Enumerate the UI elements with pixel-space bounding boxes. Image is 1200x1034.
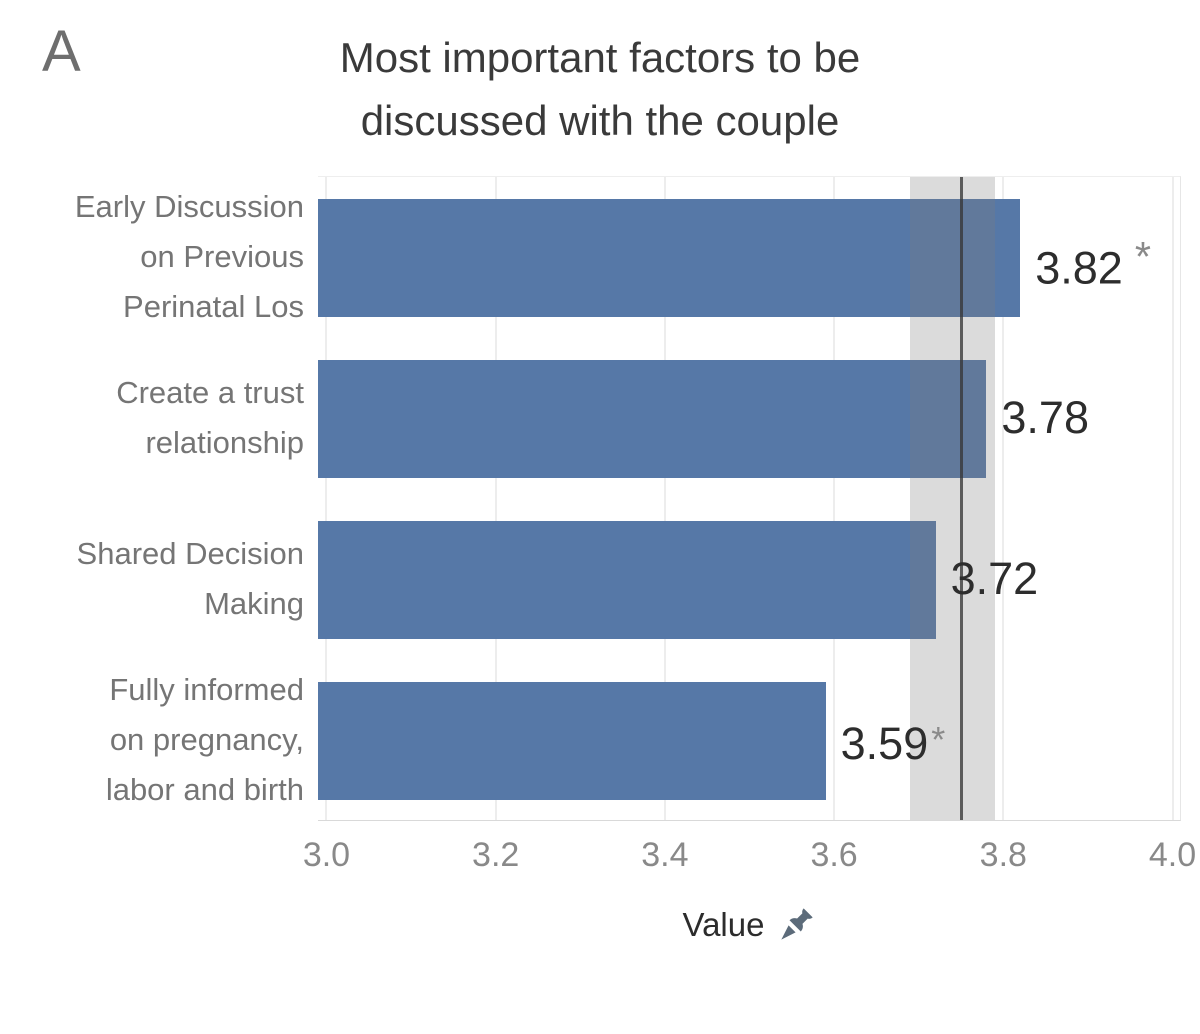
significance-asterisk: * bbox=[931, 719, 946, 761]
x-tick-label: 3.6 bbox=[810, 836, 858, 874]
x-tick-label: 4.0 bbox=[1148, 836, 1197, 874]
pushpin-icon[interactable] bbox=[778, 905, 816, 943]
x-tick-label: 3.8 bbox=[979, 836, 1027, 874]
chart-title: Most important factors to be discussed w… bbox=[339, 34, 861, 144]
category-label: Shared Decision Making bbox=[76, 536, 304, 622]
category-label: Fully informed on pregnancy, labor and b… bbox=[105, 672, 304, 808]
x-tick-label: 3.0 bbox=[302, 836, 351, 874]
significance-asterisk: * bbox=[1134, 233, 1151, 280]
reference-band bbox=[910, 177, 995, 820]
bar-value-label: 3.59* bbox=[840, 718, 946, 770]
bar[interactable] bbox=[318, 198, 1021, 317]
category-label: Early Discussion on Previous Perinatal L… bbox=[74, 188, 304, 324]
bar-value-label: 3.82 * bbox=[1035, 233, 1151, 294]
x-tick-label: 3.2 bbox=[472, 836, 520, 874]
reference-line bbox=[959, 177, 963, 820]
gridline bbox=[833, 177, 836, 820]
gridline bbox=[325, 177, 328, 820]
bar[interactable] bbox=[318, 359, 987, 478]
bar-value-label: 3.78 bbox=[1001, 391, 1089, 443]
bar[interactable] bbox=[318, 521, 936, 640]
x-axis-caption: Value bbox=[318, 900, 1181, 950]
bar-value-label: 3.72 bbox=[950, 553, 1039, 605]
plot-area bbox=[318, 176, 1181, 821]
x-axis-label: Value bbox=[682, 906, 765, 943]
x-tick-label: 3.4 bbox=[641, 836, 689, 874]
gridline bbox=[1171, 177, 1174, 820]
bar[interactable] bbox=[318, 682, 826, 801]
gridline bbox=[494, 177, 497, 820]
panel-label: A bbox=[42, 19, 82, 84]
gridline bbox=[1002, 177, 1005, 820]
category-label: Create a trust relationship bbox=[116, 374, 304, 460]
gridline bbox=[663, 177, 666, 820]
